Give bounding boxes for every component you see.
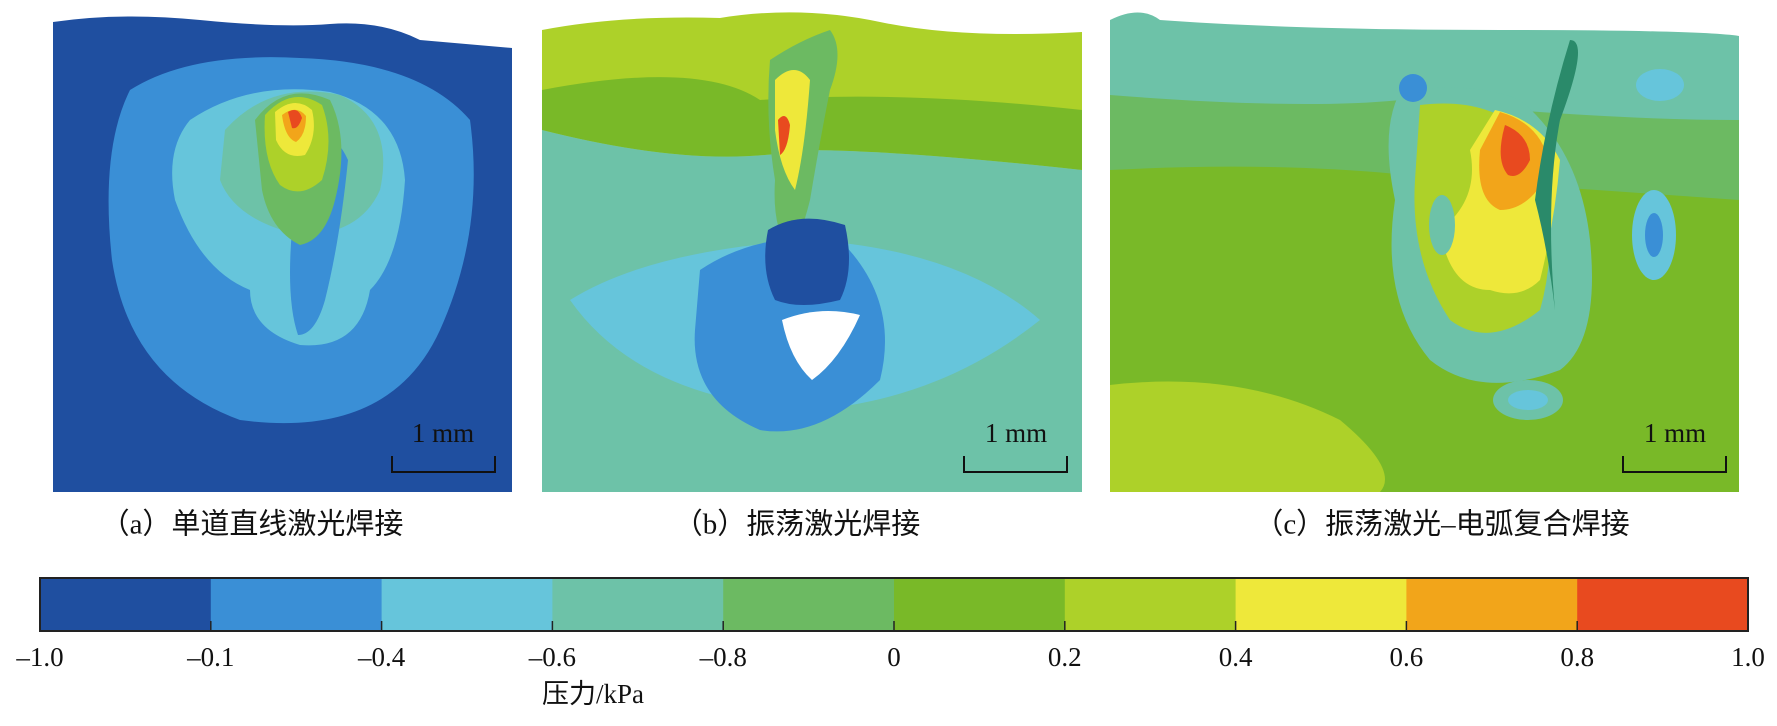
panel-a-image (53, 16, 512, 492)
colorbar-tick-label: 0.4 (1219, 642, 1253, 672)
colorbar-tick-label: 1.0 (1731, 642, 1765, 672)
colorbar-tick-label: 0 (887, 642, 901, 672)
panel-c-image (1110, 12, 1739, 492)
colorbar-segment (210, 578, 383, 631)
colorbar-tick-label: 0.2 (1048, 642, 1082, 672)
colorbar-tick-label: –0.1 (186, 642, 234, 672)
colorbar-tick-label: 0.8 (1560, 642, 1594, 672)
colorbar-tick-label: –1.0 (15, 642, 63, 672)
scale-bar (1622, 456, 1727, 473)
scale-bar-label: 1 mm (412, 418, 474, 448)
colorbar-segment (894, 578, 1066, 631)
colorbar-segment (1406, 578, 1578, 631)
panel-b-image (542, 12, 1082, 492)
scale-bar-label: 1 mm (1644, 418, 1706, 448)
colorbar-segment (40, 578, 212, 631)
colorbar-tick-label: –0.8 (699, 642, 747, 672)
panel-caption: （b）振荡激光焊接 (674, 508, 921, 541)
colorbar-segment (1577, 578, 1749, 631)
colorbar-tick-label: 0.6 (1390, 642, 1424, 672)
scale-bar (391, 456, 496, 473)
colorbar-segment (381, 578, 553, 631)
colorbar-segment (1235, 578, 1407, 631)
colorbar-label: 压力/kPa (542, 679, 644, 709)
colorbar-segment (1064, 578, 1237, 631)
colorbar-segment (723, 578, 895, 631)
colorbar: –1.0 –0.1 –0.4 –0.6 –0.8 0 0.2 0.4 0.6 0.8 1.0 (15, 577, 1765, 672)
colorbar-tick-label: –0.4 (357, 642, 406, 672)
colorbar-tick-label: –0.6 (528, 642, 576, 672)
scale-bar-label: 1 mm (985, 418, 1047, 448)
panel-caption: （c）振荡激光–电弧复合焊接 (1254, 508, 1629, 541)
scale-bar (963, 456, 1068, 473)
colorbar-segment (552, 578, 724, 631)
panel-caption: （a）单道直线激光焊接 (101, 508, 404, 541)
